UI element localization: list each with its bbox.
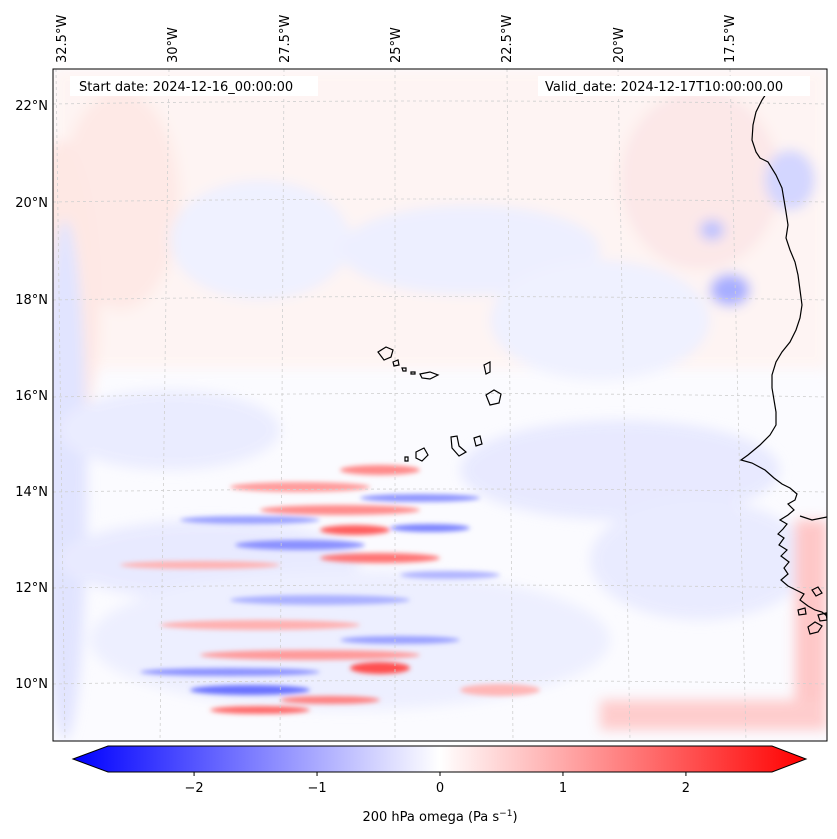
lat-label-16n: 16°N <box>15 389 48 404</box>
start-date-box <box>70 76 318 96</box>
map-panel: Start date: 2024-12-16_00:00:00 Valid_da… <box>52 68 828 742</box>
lon-label-30w: 30°W <box>166 27 181 63</box>
colorbar-tick-label: 0 <box>436 781 444 796</box>
colorbar-tick-label: 1 <box>559 781 567 796</box>
graticule <box>53 69 827 741</box>
latitude-labels: 22°N 20°N 18°N 16°N 14°N 12°N 10°N <box>15 99 48 692</box>
colorbar-label: 200 hPa omega (Pa s−1) <box>362 809 517 825</box>
lon-label-17-5w: 17.5°W <box>723 15 738 63</box>
colorbar-ticks: −2 −1 0 1 2 <box>184 772 690 796</box>
colorbar: −2 −1 0 1 2 200 hPa omega (Pa s−1) <box>71 745 808 825</box>
lat-label-12n: 12°N <box>15 581 48 596</box>
coastline <box>377 87 827 635</box>
omega-field <box>53 69 827 740</box>
lon-label-32-5w: 32.5°W <box>55 15 70 63</box>
colorbar-label-sup: −1 <box>499 809 512 819</box>
colorbar-tick-label: −1 <box>307 781 326 796</box>
colorbar-tick-label: 2 <box>682 781 690 796</box>
colorbar-bar <box>71 745 808 773</box>
lat-label-20n: 20°N <box>15 196 48 211</box>
lat-label-18n: 18°N <box>15 293 48 308</box>
lat-label-14n: 14°N <box>15 485 48 500</box>
colorbar-label-end: ) <box>512 810 517 825</box>
valid-date-text: Valid_date: 2024-12-17T10:00:00.00 <box>545 80 783 95</box>
longitude-labels: 32.5°W 30°W 27.5°W 25°W 22.5°W 20°W 17.5… <box>55 15 738 63</box>
valid-date-box <box>538 76 810 96</box>
lon-label-25w: 25°W <box>389 27 404 63</box>
start-date-text: Start date: 2024-12-16_00:00:00 <box>79 80 293 95</box>
lat-label-22n: 22°N <box>15 99 48 114</box>
colorbar-tick-label: −2 <box>184 781 203 796</box>
lon-label-22-5w: 22.5°W <box>500 15 515 63</box>
lon-label-20w: 20°W <box>612 27 627 63</box>
colorbar-label-main: 200 hPa omega (Pa s <box>362 810 499 825</box>
lat-label-10n: 10°N <box>15 677 48 692</box>
lon-label-27-5w: 27.5°W <box>278 15 293 63</box>
map-frame <box>52 68 828 742</box>
